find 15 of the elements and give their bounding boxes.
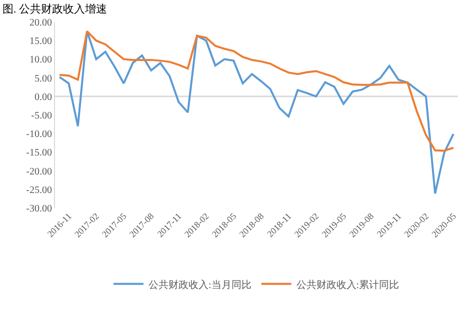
legend-label: 公共财政收入:累计同比 [296, 278, 400, 291]
y-tick-label: -15.00 [26, 148, 52, 159]
chart-title: 图. 公共财政收入增速 [2, 2, 107, 16]
legend-label: 公共财政收入:当月同比 [148, 278, 252, 291]
y-tick-label: 10.00 [30, 54, 52, 66]
y-tick-label: -30.00 [26, 204, 52, 214]
y-tick-label: -25.00 [26, 184, 52, 196]
line-series [58, 30, 454, 152]
y-tick-label: 15.00 [30, 36, 52, 48]
y-tick-label: 0.00 [34, 92, 52, 103]
y-tick-label: -20.00 [26, 166, 52, 178]
y-tick-label: -5.00 [31, 110, 52, 122]
y-tick-label: 5.00 [34, 73, 52, 84]
y-tick-label: -10.00 [26, 129, 52, 140]
y-tick-label: 20.00 [30, 18, 52, 28]
